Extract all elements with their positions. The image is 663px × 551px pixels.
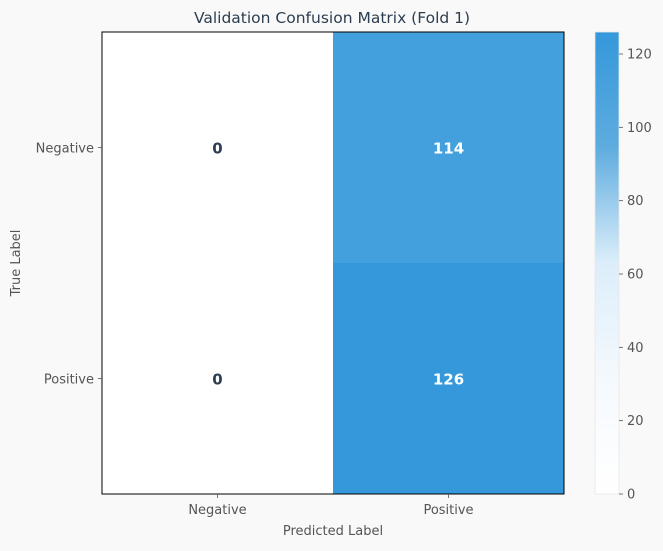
colorbar — [594, 31, 620, 495]
x-tick-label: Negative — [188, 503, 246, 518]
cell-annotations: 0 114 0 126 — [212, 140, 464, 389]
cell-value-label: 126 — [433, 371, 464, 389]
y-axis-label: True Label — [9, 230, 24, 298]
colorbar-tick-label: 20 — [627, 414, 644, 429]
y-axis-ticks: Negative Positive — [36, 142, 102, 388]
colorbar-ticks: 0 20 40 60 80 100 120 — [619, 48, 652, 503]
heatmap-cell — [333, 263, 564, 494]
colorbar-tick-label: 120 — [627, 48, 652, 63]
colorbar-tick-label: 100 — [627, 121, 652, 136]
colorbar-tick-label: 40 — [627, 341, 644, 356]
heatmap-cell — [333, 32, 564, 263]
x-axis-label: Predicted Label — [283, 524, 383, 539]
colorbar-tick-label: 0 — [627, 488, 635, 503]
cell-value-label: 114 — [433, 140, 464, 158]
cell-value-label: 0 — [212, 371, 222, 389]
colorbar-tick-label: 80 — [627, 194, 644, 209]
colorbar-tick-label: 60 — [627, 268, 644, 283]
cell-value-label: 0 — [212, 140, 222, 158]
heatmap-cell — [102, 32, 333, 263]
chart-title: Validation Confusion Matrix (Fold 1) — [194, 9, 470, 27]
heatmap-cells — [102, 32, 564, 494]
x-tick-label: Positive — [423, 503, 473, 518]
y-tick-label: Negative — [36, 142, 94, 157]
plot-frame — [101, 31, 565, 495]
heatmap-cell — [102, 263, 333, 494]
x-axis-ticks: Negative Positive — [188, 494, 474, 518]
y-tick-label: Positive — [44, 373, 94, 388]
